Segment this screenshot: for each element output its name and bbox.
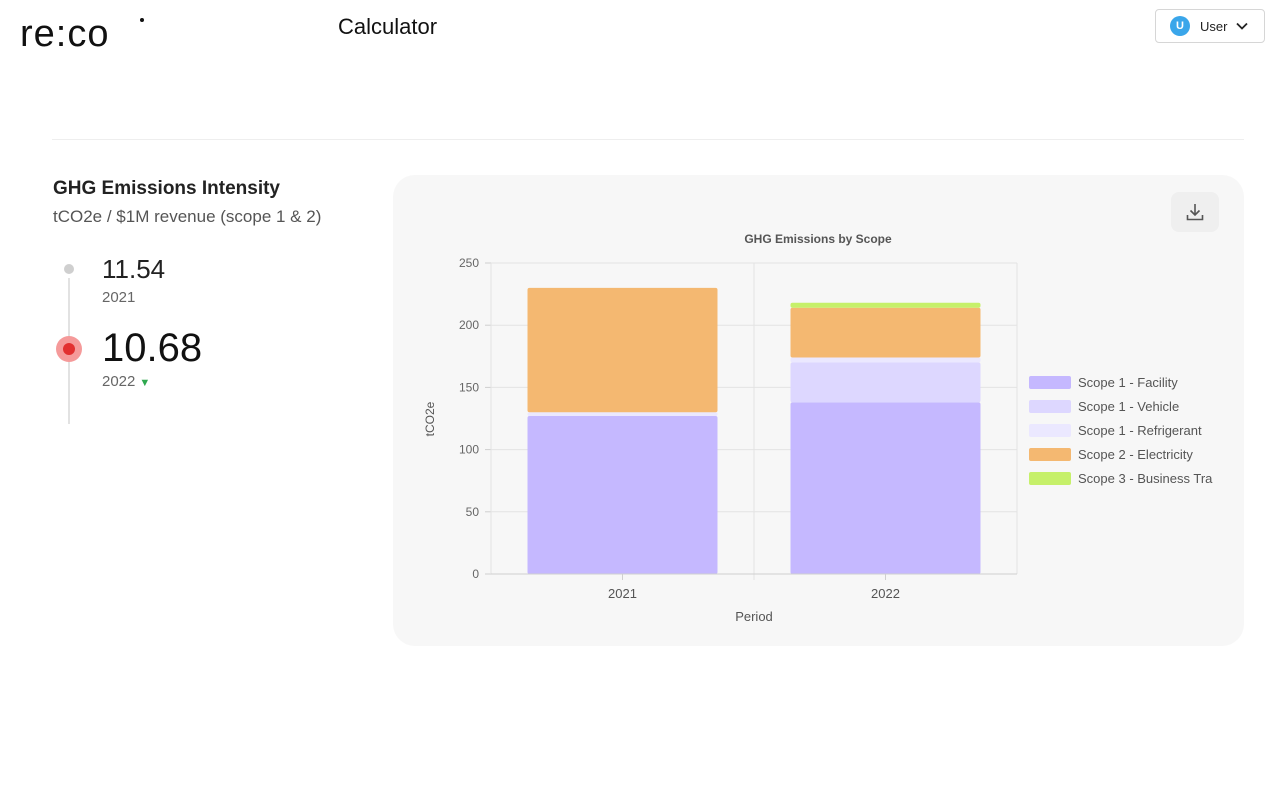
kpi-title: GHG Emissions Intensity — [53, 178, 280, 199]
reco-logo[interactable]: re:co — [20, 12, 146, 55]
trend-down-icon: ▼ — [139, 377, 151, 389]
legend-label[interactable]: Scope 3 - Business Tra — [1078, 471, 1213, 486]
legend-swatch[interactable] — [1029, 376, 1071, 389]
chevron-down-icon — [1236, 22, 1249, 30]
user-name: User — [1200, 18, 1228, 34]
kpi-value-2021: 11.54 — [102, 254, 166, 284]
bar-segment-scope-1-facility — [527, 416, 718, 574]
avatar: U — [1170, 16, 1190, 36]
section-divider — [52, 139, 1244, 140]
legend-swatch[interactable] — [1029, 448, 1071, 461]
x-tick-label: 2021 — [608, 586, 637, 601]
legend-swatch[interactable] — [1029, 472, 1071, 485]
legend-label[interactable]: Scope 1 - Vehicle — [1078, 399, 1179, 414]
bar-segment-scope-1-refrigerant — [790, 357, 981, 363]
chart-title: GHG Emissions by Scope — [744, 232, 892, 246]
user-menu-button[interactable]: U User — [1155, 9, 1265, 43]
kpi-year-2021: 2021 — [102, 289, 136, 306]
y-axis-label: tCO2e — [423, 401, 437, 436]
bar-segment-scope-3-business-tra — [790, 302, 981, 308]
legend-swatch[interactable] — [1029, 400, 1071, 413]
download-button[interactable] — [1171, 192, 1219, 232]
y-tick-label: 150 — [459, 380, 479, 394]
kpi-subtitle: tCO2e / $1M revenue (scope 1 & 2) — [53, 207, 322, 226]
download-icon — [1186, 204, 1204, 221]
y-tick-label: 50 — [466, 505, 480, 519]
legend-label[interactable]: Scope 1 - Facility — [1078, 375, 1178, 390]
bar-segment-scope-2-electricity — [527, 287, 718, 413]
ghg-emissions-chart: GHG Emissions by Scope 0 50 100 150 200 250 202… — [423, 232, 1213, 624]
legend-label[interactable]: Scope 1 - Refrigerant — [1078, 423, 1202, 438]
bar-segment-scope-2-electricity — [790, 307, 981, 358]
bar-segment-scope-1-facility — [790, 402, 981, 574]
bar-segment-scope-1-vehicle — [790, 362, 981, 403]
x-tick-label: 2022 — [871, 586, 900, 601]
x-axis-label: Period — [735, 609, 773, 624]
y-tick-label: 250 — [459, 256, 479, 270]
page-title: Calculator — [338, 14, 438, 39]
legend-label[interactable]: Scope 2 - Electricity — [1078, 447, 1193, 462]
kpi-year-2022-label: 2022 — [102, 373, 136, 390]
kpi-value-2022: 10.68 — [102, 326, 203, 370]
legend-swatch[interactable] — [1029, 424, 1071, 437]
kpi-year-2022: 2022 ▼ — [102, 373, 150, 390]
timeline-dot-2021 — [64, 264, 74, 274]
y-tick-label: 200 — [459, 318, 479, 332]
logo-text: re:co — [20, 13, 109, 52]
chart-legend: Scope 1 - Facility Scope 1 - Vehicle Scope… — [1029, 375, 1213, 486]
registered-mark-icon — [140, 18, 144, 22]
y-tick-label: 0 — [472, 567, 479, 581]
bar-segment-scope-1-refrigerant — [527, 412, 718, 417]
y-tick-label: 100 — [459, 443, 479, 457]
timeline-dot-2022-active — [56, 336, 82, 362]
